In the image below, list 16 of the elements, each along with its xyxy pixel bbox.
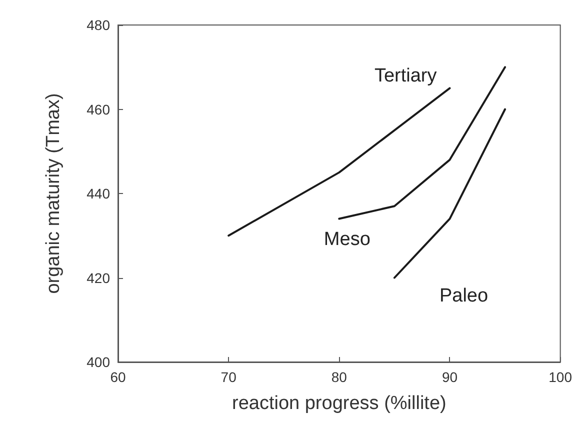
y-tick-label: 420 [86,270,110,286]
y-tick-label: 400 [86,354,110,370]
series-label: Meso [324,228,370,250]
series-label: Tertiary [374,66,438,87]
line-series [338,66,506,220]
y-tick-label: 480 [86,17,110,33]
y-axis-title: organic maturity (Tmax) [43,93,64,294]
y-tick-label: 440 [86,186,110,202]
x-tick-label: 100 [548,369,572,385]
x-axis-title: reaction progress (%illite) [232,393,446,414]
x-tick-label: 60 [110,369,126,385]
series-label: Paleo [439,285,488,306]
x-tick-label: 90 [442,369,458,385]
x-tick-label: 80 [331,369,348,385]
x-tick-label: 70 [220,369,237,385]
y-tick-label: 460 [86,101,110,118]
